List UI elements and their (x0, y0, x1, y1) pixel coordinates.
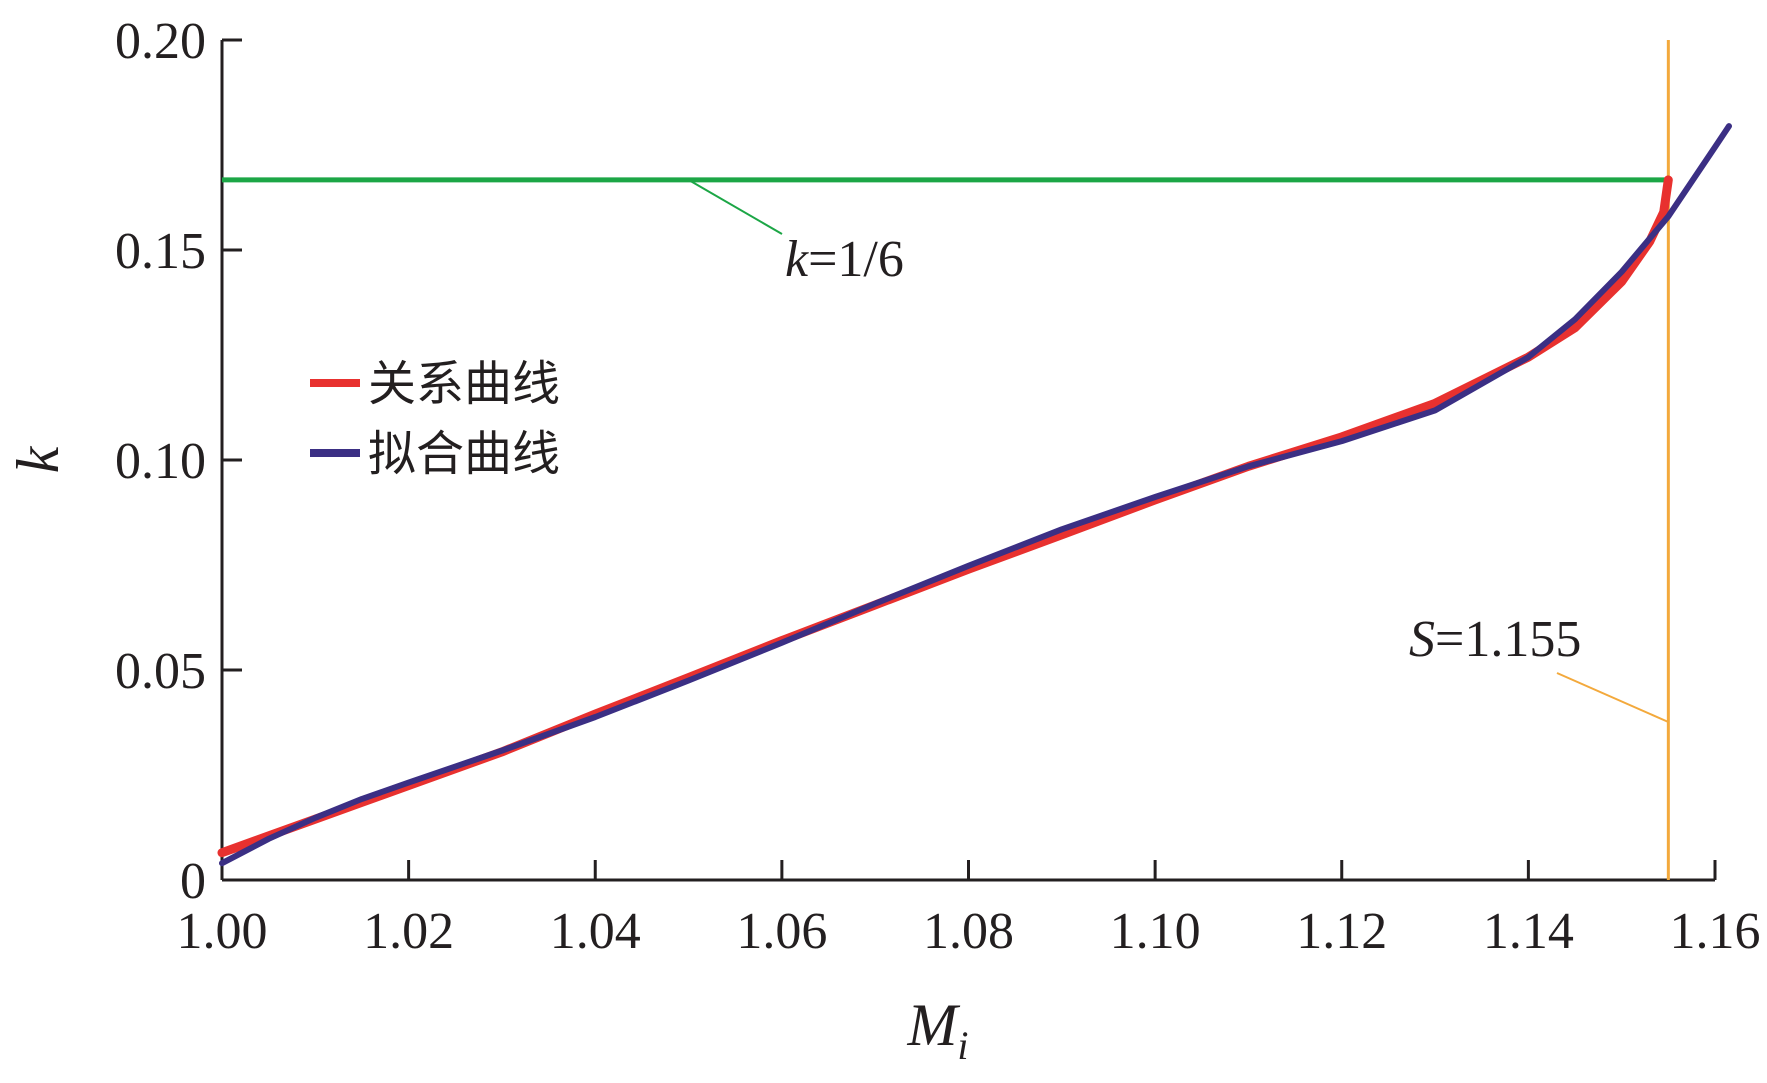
series-lines (217, 123, 1732, 867)
series-line-fit (219, 123, 1732, 867)
legend-label-relation: 关系曲线 (368, 356, 560, 412)
x-tick-label: 1.02 (363, 903, 454, 960)
x-axis-title: Mi (906, 992, 968, 1068)
y-tick-label: 0.05 (115, 643, 206, 700)
x-tick-label: 1.14 (1483, 903, 1574, 960)
legend-item-fit: 拟合曲线 (310, 426, 560, 482)
legend-label-fit: 拟合曲线 (368, 426, 560, 482)
y-tick-label: 0.10 (115, 433, 206, 490)
annotation-leader-k (688, 178, 783, 235)
annotation-label-k: k=1/6 (785, 231, 904, 288)
annotations: k=1/6 S=1.155 (688, 178, 1669, 723)
series-line-relation (217, 175, 1673, 858)
legend-item-relation: 关系曲线 (310, 356, 560, 412)
y-tick-label: 0.20 (115, 13, 206, 70)
legend: 关系曲线 拟合曲线 (310, 356, 560, 482)
y-axis-title: k (5, 445, 71, 473)
x-tick-label: 1.10 (1110, 903, 1201, 960)
x-tick-label: 1.16 (1670, 903, 1761, 960)
plot-area: 1.00 1.02 1.04 1.06 1.08 1.10 1.12 1.14 1.16 0 0.… (115, 13, 1761, 960)
y-ticks: 0 0.05 0.10 0.15 0.20 (115, 13, 242, 910)
annotation-leader-s (1556, 672, 1669, 723)
annotation-label-s: S=1.155 (1409, 611, 1581, 668)
x-tick-label: 1.12 (1296, 903, 1387, 960)
x-tick-label: 1.04 (550, 903, 641, 960)
x-ticks: 1.00 1.02 1.04 1.06 1.08 1.10 1.12 1.14 1.16 (177, 860, 1761, 960)
x-tick-label: 1.08 (923, 903, 1014, 960)
y-tick-label: 0.15 (115, 223, 206, 280)
x-tick-label: 1.00 (177, 903, 268, 960)
y-tick-label: 0 (180, 853, 206, 910)
x-tick-label: 1.06 (736, 903, 827, 960)
